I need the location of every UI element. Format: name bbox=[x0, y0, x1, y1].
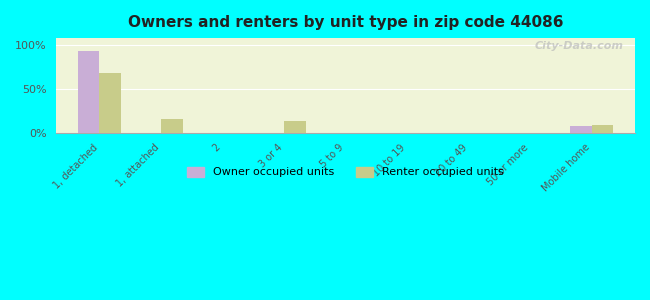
Bar bbox=[161, 119, 183, 133]
Title: Owners and renters by unit type in zip code 44086: Owners and renters by unit type in zip c… bbox=[128, 15, 564, 30]
Legend: Owner occupied units, Renter occupied units: Owner occupied units, Renter occupied un… bbox=[183, 162, 508, 182]
Bar bbox=[570, 127, 592, 133]
Bar bbox=[284, 121, 306, 133]
Bar bbox=[99, 73, 121, 133]
Bar bbox=[592, 125, 614, 133]
Bar bbox=[78, 51, 99, 133]
Text: City-Data.com: City-Data.com bbox=[534, 41, 623, 51]
